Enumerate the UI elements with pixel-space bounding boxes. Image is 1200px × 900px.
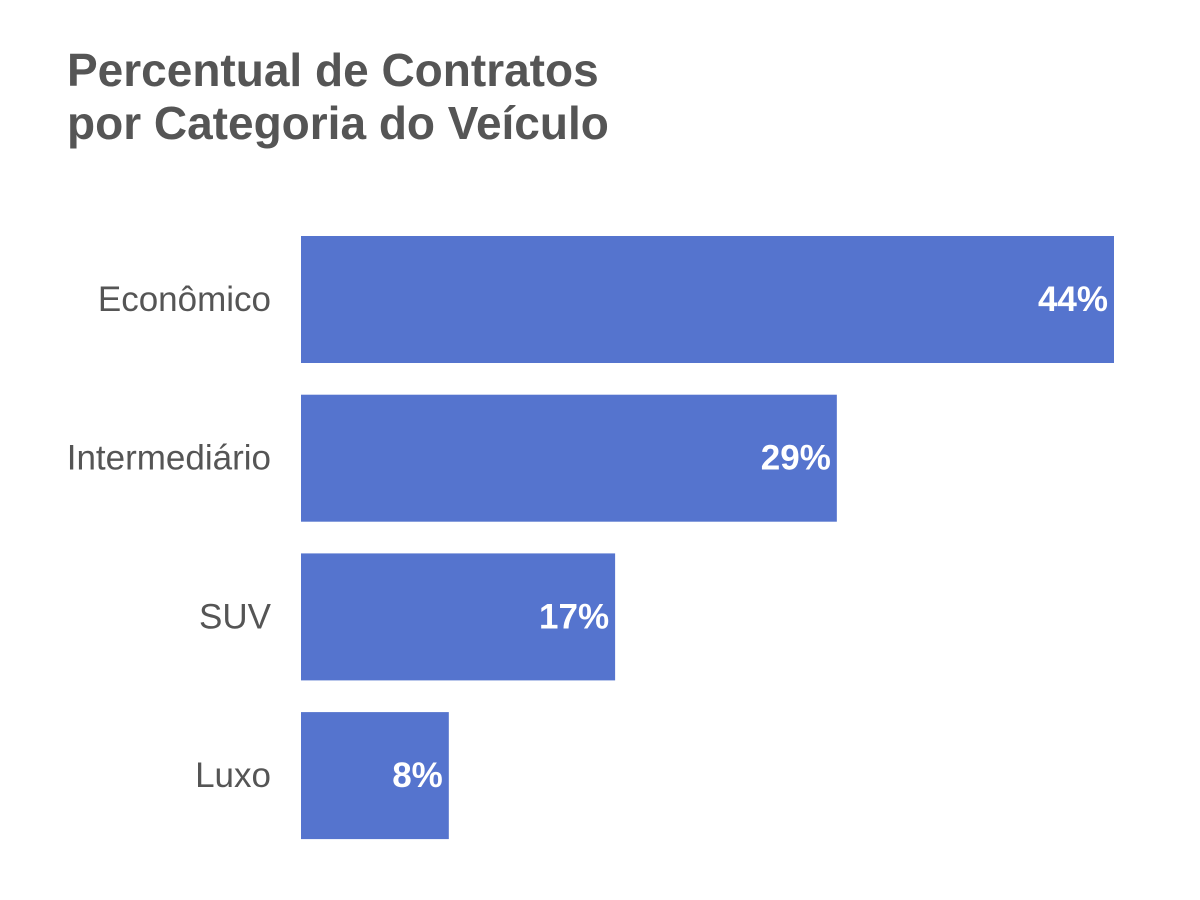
- category-label-luxo: Luxo: [195, 756, 271, 795]
- bar-luxo: [301, 712, 449, 840]
- chart-title-line-2: por Categoria do Veículo: [67, 97, 609, 149]
- chart-title-line-1: Percentual de Contratos: [67, 44, 599, 96]
- value-label-luxo: 8%: [392, 756, 443, 795]
- category-label-intermediario: Intermediário: [67, 439, 271, 478]
- value-label-intermediario: 29%: [761, 439, 831, 478]
- category-label-economico: Econômico: [98, 280, 271, 319]
- bar-intermediario: [301, 394, 837, 522]
- category-label-suv: SUV: [199, 597, 272, 636]
- bar-suv: [301, 553, 616, 681]
- chart-title: Percentual de Contratos por Categoria do…: [67, 44, 967, 150]
- bars-group: Econômico 44% Intermediário 29% SUV 17% Luxo 8%: [67, 236, 1114, 840]
- value-label-suv: 17%: [539, 597, 609, 636]
- bar-economico: [301, 236, 1114, 363]
- value-label-economico: 44%: [1038, 280, 1108, 319]
